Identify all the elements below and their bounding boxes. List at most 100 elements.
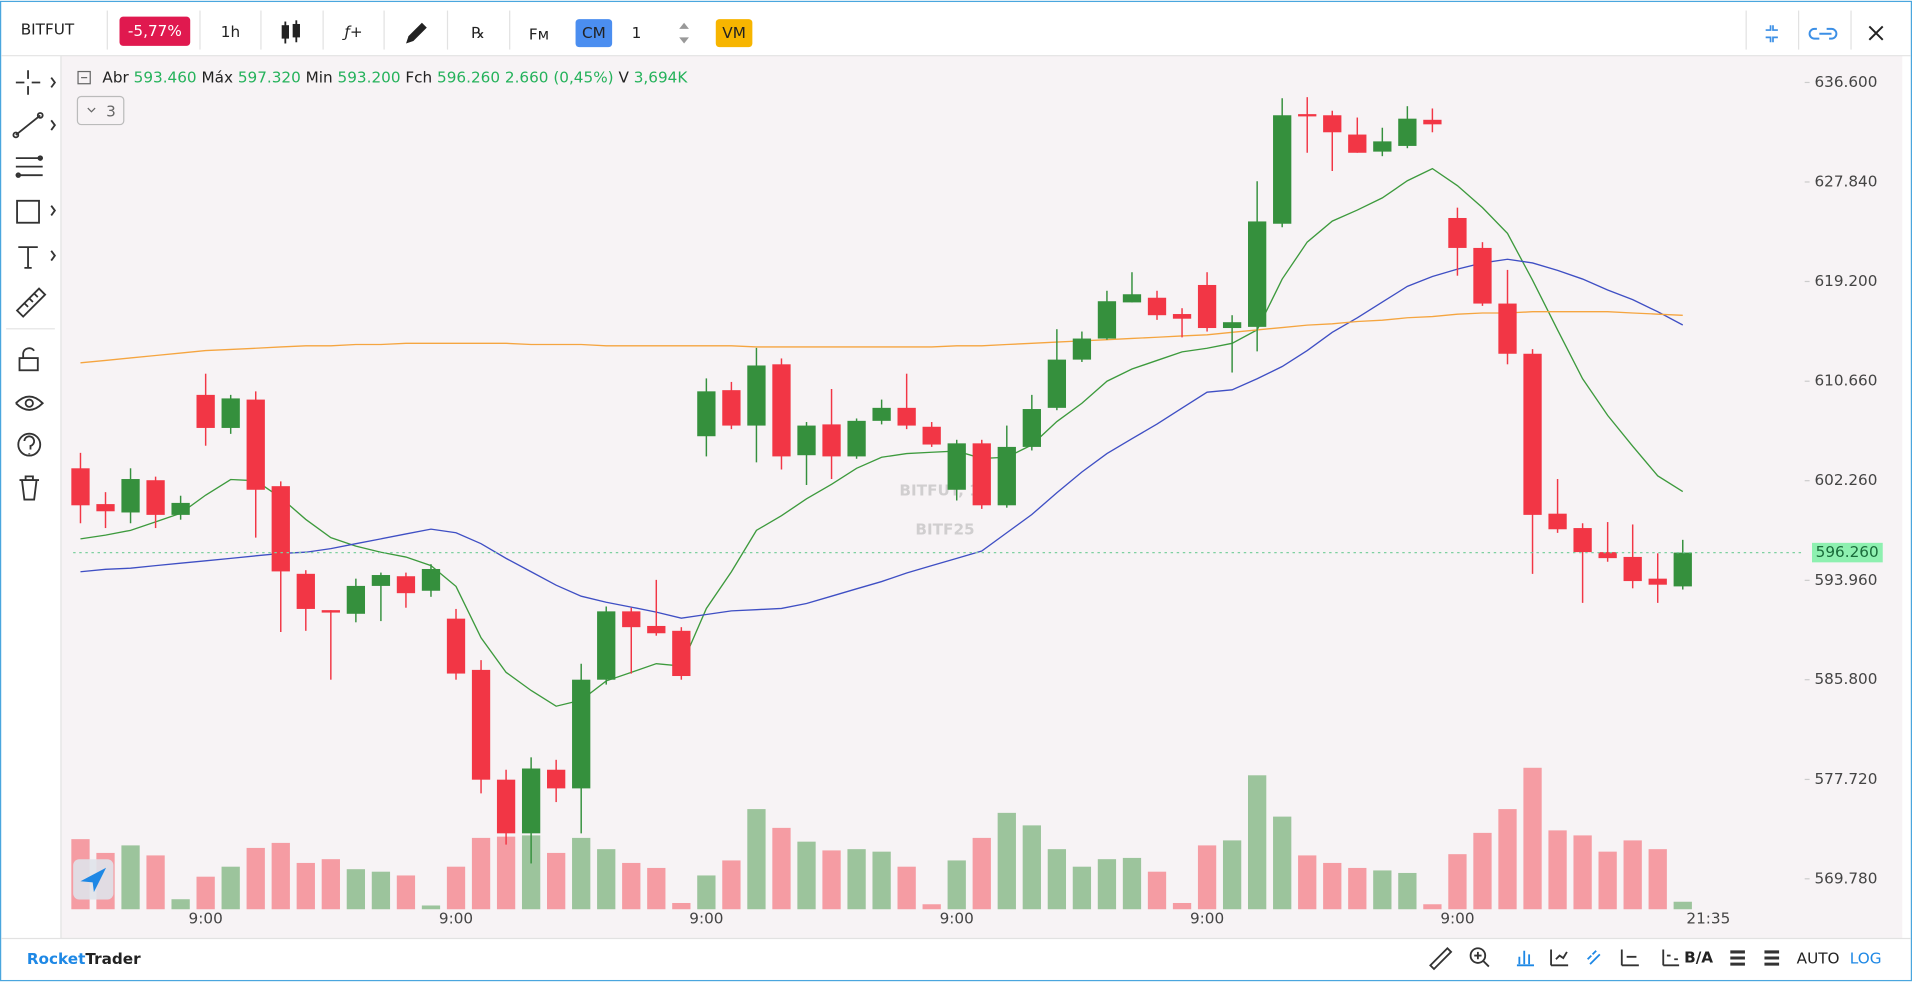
cm-text: CM — [582, 24, 606, 42]
candle-body — [471, 669, 491, 780]
change-value: 2.660 (0,45%) — [505, 68, 614, 86]
collapse-button[interactable] — [76, 95, 125, 126]
volume-bar — [572, 837, 591, 910]
x-tick-label: 9:00 — [189, 910, 223, 928]
brand-rocket: Rocket — [27, 950, 86, 968]
volume-bar — [1348, 867, 1367, 910]
cm-badge[interactable] — [575, 19, 613, 48]
candle-body — [271, 486, 290, 572]
quantity[interactable]: 1 — [632, 24, 642, 42]
y-tick-label: 610.660 — [1814, 372, 1877, 390]
candle-body — [521, 768, 541, 834]
volume-bar — [421, 905, 441, 910]
rx-button[interactable]: ℞ — [471, 24, 485, 42]
legend-toggle[interactable] — [77, 70, 91, 85]
candle-body — [446, 618, 466, 674]
candle-body — [947, 443, 966, 490]
symbol[interactable]: BITFUT — [21, 21, 75, 39]
candle-body — [1323, 115, 1342, 133]
log-button[interactable]: LOG — [1850, 950, 1882, 968]
volume-bar — [1598, 851, 1617, 910]
candle-body — [496, 779, 516, 834]
candle-body — [221, 398, 240, 428]
moving-average — [80, 311, 1683, 364]
volume-bar — [346, 869, 366, 910]
bottom-tools[interactable] — [1429, 946, 1780, 971]
candle-body — [246, 399, 265, 490]
volume-bar — [997, 812, 1016, 910]
candle-body — [1298, 114, 1317, 117]
candle-body — [1122, 294, 1142, 303]
candle-body — [822, 424, 841, 457]
volume-bar — [1523, 767, 1542, 910]
candle-body — [171, 502, 190, 515]
candle-body — [1172, 314, 1192, 319]
x-tick-label: 9:00 — [1440, 910, 1474, 928]
candle-body — [722, 390, 741, 426]
interval[interactable]: 1h — [221, 23, 240, 41]
volume-bar — [1147, 871, 1167, 910]
volume-bar — [271, 842, 290, 910]
candle-body — [797, 425, 816, 456]
shrink-button[interactable] — [1765, 25, 1778, 43]
watermark-contract: BITF25 — [915, 521, 974, 539]
volume-bar — [1498, 809, 1517, 910]
volume-bar — [797, 841, 816, 910]
candle-body — [772, 364, 791, 457]
volume-bar — [1273, 816, 1292, 910]
volume-bar — [722, 860, 741, 910]
auto-button[interactable]: AUTO — [1797, 950, 1840, 968]
volume-bar — [547, 852, 566, 910]
candle-body — [1047, 359, 1067, 408]
last-price-tag — [1812, 542, 1883, 563]
close-label: Fch — [405, 68, 432, 86]
spinner[interactable] — [679, 22, 689, 44]
volume-bar — [1197, 845, 1217, 910]
y-tick-label: 577.720 — [1814, 770, 1877, 788]
volume-bar — [1398, 872, 1417, 910]
volume-bar — [1248, 775, 1267, 910]
volume-bar — [221, 866, 240, 910]
vm-text: VM — [722, 24, 746, 42]
volume-bar — [121, 845, 140, 910]
fm-button[interactable]: Fᴍ — [529, 25, 549, 43]
low-value: 593.200 — [338, 68, 401, 86]
volume-bar — [1648, 849, 1667, 910]
chart-type-button[interactable] — [281, 20, 300, 44]
volume-bar — [847, 849, 866, 910]
link-button[interactable] — [1808, 27, 1838, 40]
volume-bar — [1047, 849, 1067, 910]
close-button[interactable] — [1868, 25, 1884, 41]
candle-body — [1573, 528, 1592, 553]
candle-body — [71, 468, 90, 506]
volume-bar — [597, 849, 616, 910]
volume-bar — [872, 851, 891, 910]
candle-body — [321, 610, 340, 613]
volume-bar — [146, 855, 165, 910]
candle-body — [1523, 353, 1542, 515]
draw-button[interactable] — [406, 22, 427, 44]
candle-body — [1273, 115, 1292, 224]
candle-body — [371, 575, 391, 586]
x-tick-label: 9:00 — [439, 910, 473, 928]
candle-body — [196, 394, 215, 428]
candle-body — [572, 679, 591, 789]
left-tools[interactable] — [12, 70, 57, 501]
x-tick-label: 9:00 — [689, 910, 723, 928]
indicators-button[interactable]: ƒ+ — [342, 23, 363, 41]
volume-bar — [1097, 859, 1117, 910]
candle-body — [547, 769, 566, 789]
candle-body — [1548, 513, 1567, 530]
x-tick-label: 9:00 — [940, 910, 974, 928]
vm-badge[interactable] — [715, 19, 753, 48]
volume-bar — [1548, 830, 1567, 910]
volume-bar — [496, 836, 516, 910]
candle-body — [897, 407, 916, 426]
candle-body — [96, 504, 115, 512]
volume-value: 3,694K — [634, 68, 689, 86]
volume-bar — [972, 837, 991, 910]
candle-body — [972, 443, 991, 506]
volume-bar — [1423, 904, 1442, 910]
volume-bar — [822, 850, 841, 910]
bid-ask-button[interactable]: B/A — [1684, 949, 1713, 967]
